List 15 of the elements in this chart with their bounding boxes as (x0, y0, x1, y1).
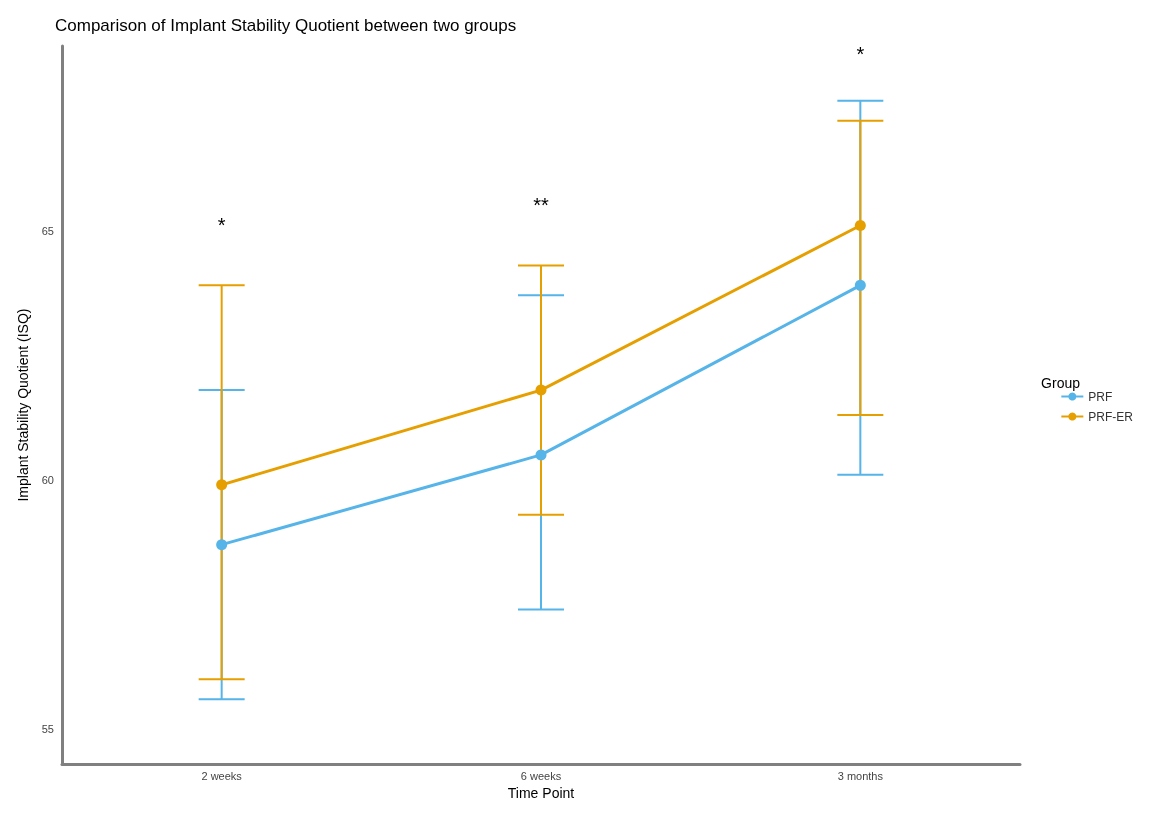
legend-label: PRF (1088, 389, 1113, 404)
x-tick-label: 2 weeks (201, 769, 243, 782)
y-tick-label: 60 (41, 473, 54, 486)
chart-title: Comparison of Implant Stability Quotient between two groups (55, 16, 517, 35)
x-tick-label: 6 weeks (520, 769, 562, 782)
annotation: ** (533, 194, 549, 217)
x-axis-title: Time Point (507, 785, 575, 801)
y-axis-title: Implant Stability Quotient (ISQ) (15, 308, 31, 502)
annotation: * (856, 43, 865, 65)
y-tick-label: 65 (41, 224, 54, 237)
annotation: * (217, 214, 226, 237)
y-tick-label: 55 (41, 723, 54, 736)
legend-title: Group (1041, 375, 1081, 391)
x-tick-label: 3 months (837, 769, 884, 782)
legend-label: PRF-ER (1088, 409, 1134, 424)
